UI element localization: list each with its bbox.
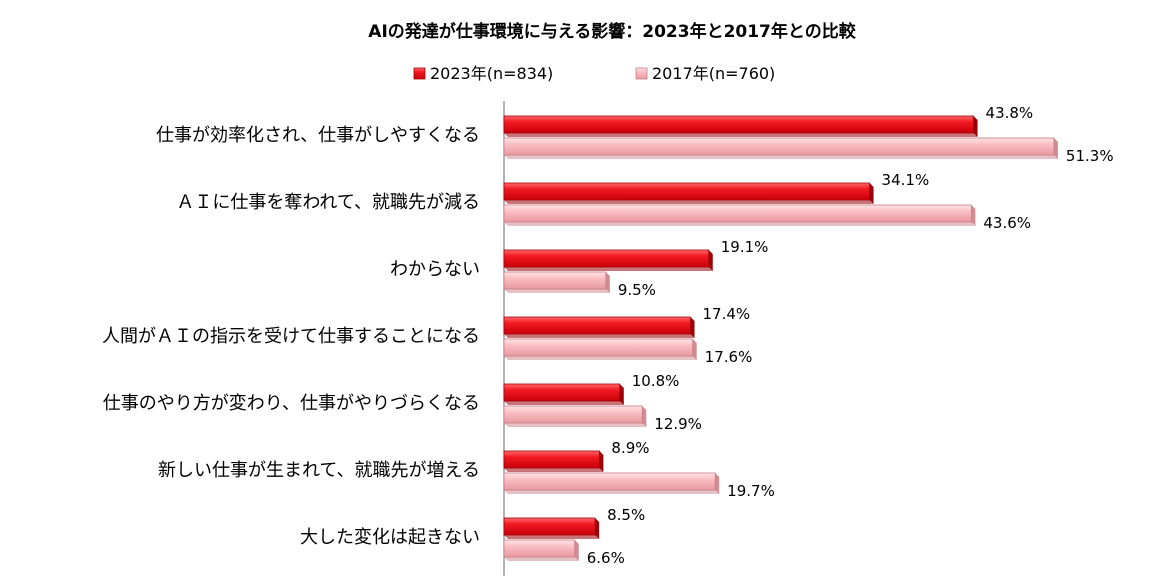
bar-2023 (503, 182, 870, 201)
category-label: わからない (390, 259, 480, 280)
bar-bottom-face (504, 155, 1058, 159)
bars (503, 115, 1058, 561)
bar-side-face (1053, 138, 1058, 159)
value-label: 17.6% (705, 348, 753, 366)
bar-side-face (973, 116, 978, 137)
value-label: 8.9% (611, 439, 649, 457)
bar-bottom-face (504, 222, 976, 226)
bar-bottom-face (504, 133, 978, 137)
bar-bottom-face (504, 468, 604, 472)
bar-side-face (574, 540, 579, 561)
value-labels: 43.8% 51.3% 34.1% 43.6% 19.1% 9.5% 17.4% 17.6% 1… (587, 104, 1114, 567)
bar-side-face (692, 339, 697, 360)
bar-2017 (503, 472, 716, 491)
bar-bottom-face (504, 200, 874, 204)
legend: 2023年(n=834) 2017年(n=760) (413, 64, 775, 83)
legend-label-2017: 2017年(n=760) (652, 64, 775, 83)
bar-2023 (503, 249, 710, 268)
legend-swatch-2017 (635, 67, 648, 80)
value-label: 12.9% (654, 415, 702, 433)
bar-side-face (595, 518, 600, 539)
category-labels: 仕事が効率化され、仕事がしやすくなる ＡＩに仕事を奪われて、就職先が減るわからない… (102, 125, 480, 548)
value-label: 6.6% (587, 549, 625, 567)
bar-2023 (503, 517, 596, 536)
category-label: 仕事が効率化され、仕事がしやすくなる (156, 125, 480, 146)
value-label: 19.1% (721, 238, 769, 256)
value-label: 19.7% (727, 482, 775, 500)
bar-bottom-face (504, 535, 600, 539)
value-label: 51.3% (1066, 147, 1114, 165)
bar-2017 (503, 204, 972, 223)
value-label: 43.8% (986, 104, 1034, 122)
value-label: 9.5% (618, 281, 656, 299)
value-label: 8.5% (607, 506, 645, 524)
bar-bottom-face (504, 356, 697, 360)
bar-side-face (690, 317, 695, 338)
category-label: 仕事のやり方が変わり、仕事がやりづらくなる (103, 393, 480, 414)
bar-side-face (605, 272, 610, 293)
value-label: 17.4% (703, 305, 751, 323)
category-label: 新しい仕事が生まれて、就職先が増える (158, 460, 480, 481)
bar-2017 (503, 539, 576, 558)
value-label: 10.8% (632, 372, 680, 390)
bar-2017 (503, 137, 1055, 156)
value-label: 34.1% (882, 171, 930, 189)
bar-side-face (619, 384, 624, 405)
bar-side-face (715, 473, 720, 494)
bar-2017 (503, 338, 694, 357)
bar-bottom-face (504, 267, 713, 271)
chart-title: AIの発達が仕事環境に与える影響：2023年と2017年との比較 (368, 21, 856, 42)
bar-side-face (599, 451, 604, 472)
bar-2017 (503, 271, 607, 290)
bar-2023 (503, 316, 691, 335)
bar-2023 (503, 115, 974, 134)
bar-bottom-face (504, 289, 610, 293)
bar-side-face (642, 406, 647, 427)
bar-side-face (708, 250, 713, 271)
bar-bottom-face (504, 401, 624, 405)
bar-bottom-face (504, 334, 695, 338)
value-label: 43.6% (983, 214, 1031, 232)
category-label: ＡＩに仕事を奪われて、就職先が減る (176, 192, 480, 213)
bar-bottom-face (504, 557, 579, 561)
legend-swatch-2023 (413, 67, 426, 80)
legend-label-2023: 2023年(n=834) (430, 64, 553, 83)
bar-bottom-face (504, 490, 720, 494)
bar-2023 (503, 450, 600, 469)
bar-2023 (503, 383, 621, 402)
bar-side-face (971, 205, 976, 226)
bar-side-face (869, 183, 874, 204)
bar-2017 (503, 405, 643, 424)
bar-bottom-face (504, 423, 647, 427)
category-label: 大した変化は起きない (300, 527, 480, 548)
category-label: 人間がＡＩの指示を受けて仕事することになる (102, 326, 480, 347)
